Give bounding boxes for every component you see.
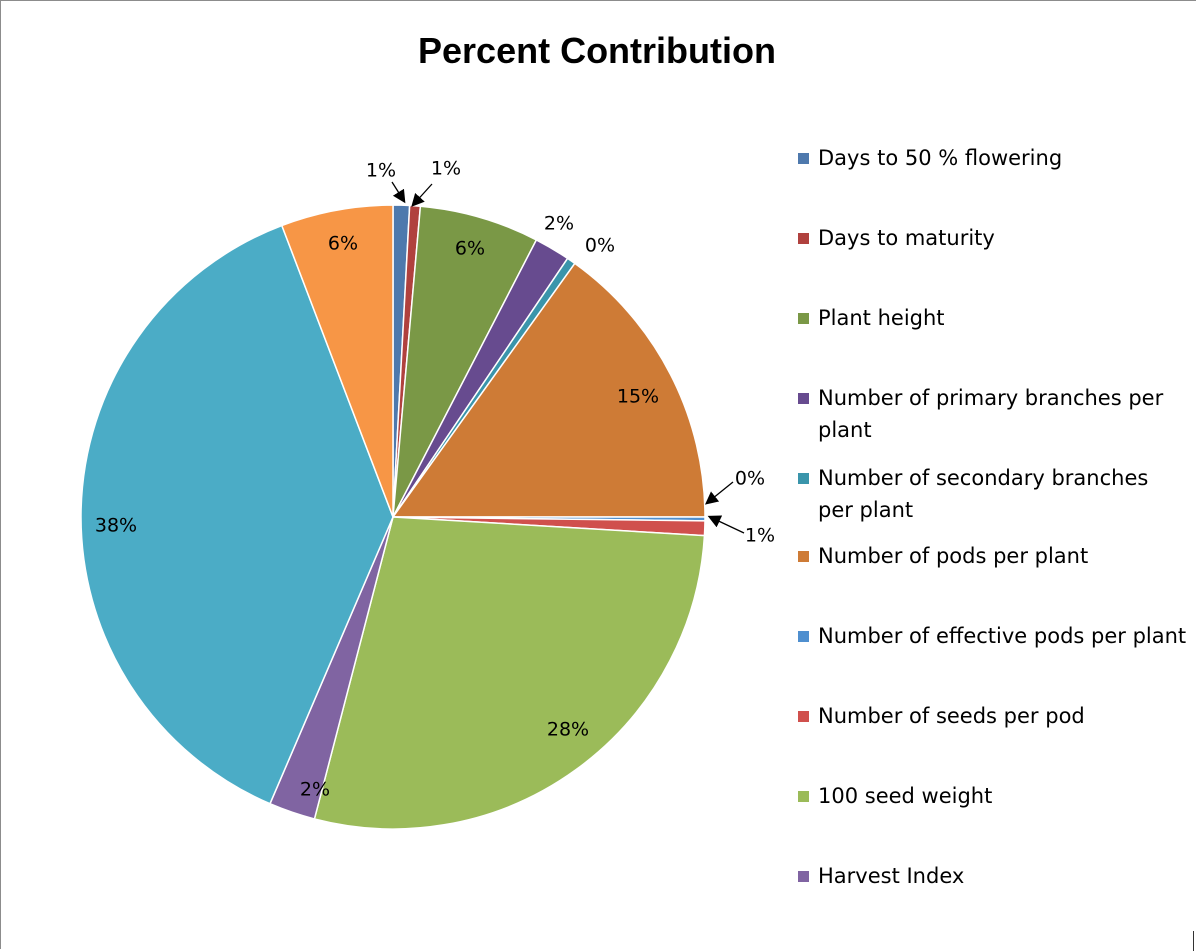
data-label-1: 1% (366, 160, 396, 182)
legend-label: Days to maturity (818, 226, 995, 250)
legend-label: Number of secondary branches per plant (818, 466, 1149, 522)
legend-item-9: 100 seed weight (798, 780, 1188, 812)
legend-swatch (798, 791, 809, 802)
pie-slice-12 (280, 204, 394, 518)
pie-slice-11 (80, 224, 394, 805)
leader-line-2 (411, 183, 433, 207)
pie-slice-9 (313, 516, 706, 830)
legend-swatch (798, 153, 809, 164)
legend-swatch (798, 551, 809, 562)
legend-item-7: Number of effective pods per plant (798, 620, 1188, 652)
legend-label: Number of primary branches per plant (818, 386, 1164, 442)
legend-label: Number of seeds per pod (818, 704, 1085, 728)
legend-swatch (798, 871, 809, 882)
legend-swatch (798, 393, 809, 404)
legend-swatch (798, 631, 809, 642)
legend-label: Harvest Index (818, 864, 965, 888)
legend-label: Plant height (818, 306, 945, 330)
data-label-12: 6% (328, 233, 358, 255)
legend-swatch (798, 313, 809, 324)
leader-line-7 (704, 481, 734, 505)
data-label-9: 28% (547, 719, 589, 741)
data-label-2: 1% (431, 158, 461, 180)
legend-item-10: Harvest Index (798, 860, 1188, 892)
data-label-11: 38% (95, 515, 137, 537)
legend-item-3: Plant height (798, 302, 1188, 334)
leader-line-8 (707, 515, 745, 534)
legend-item-4: Number of primary branches per plant (798, 382, 1188, 446)
legend-label: Number of effective pods per plant (818, 624, 1187, 648)
data-label-7: 0% (735, 468, 765, 490)
pie-slice-6 (391, 262, 706, 518)
data-label-5: 0% (585, 235, 615, 257)
legend-label: Days to 50 % flowering (818, 146, 1063, 170)
legend-swatch (798, 233, 809, 244)
legend-item-8: Number of seeds per pod (798, 700, 1188, 732)
frame-edge-mark (1193, 931, 1194, 951)
legend-label: 100 seed weight (818, 784, 993, 808)
leader-line-1 (391, 181, 406, 204)
data-label-8: 1% (745, 525, 775, 547)
legend-item-2: Days to maturity (798, 222, 1188, 254)
legend-swatch (798, 711, 809, 722)
data-label-6: 15% (617, 386, 659, 408)
legend-item-6: Number of pods per plant (798, 540, 1188, 572)
legend-label: Number of pods per plant (818, 544, 1089, 568)
legend-swatch (798, 473, 809, 484)
data-label-4: 2% (544, 213, 574, 235)
chart-title: Percent Contribution (418, 30, 776, 71)
data-label-3: 6% (455, 238, 485, 260)
legend-item-1: Days to 50 % flowering (798, 142, 1188, 174)
legend-item-5: Number of secondary branches per plant (798, 462, 1188, 526)
data-label-10: 2% (300, 779, 330, 801)
